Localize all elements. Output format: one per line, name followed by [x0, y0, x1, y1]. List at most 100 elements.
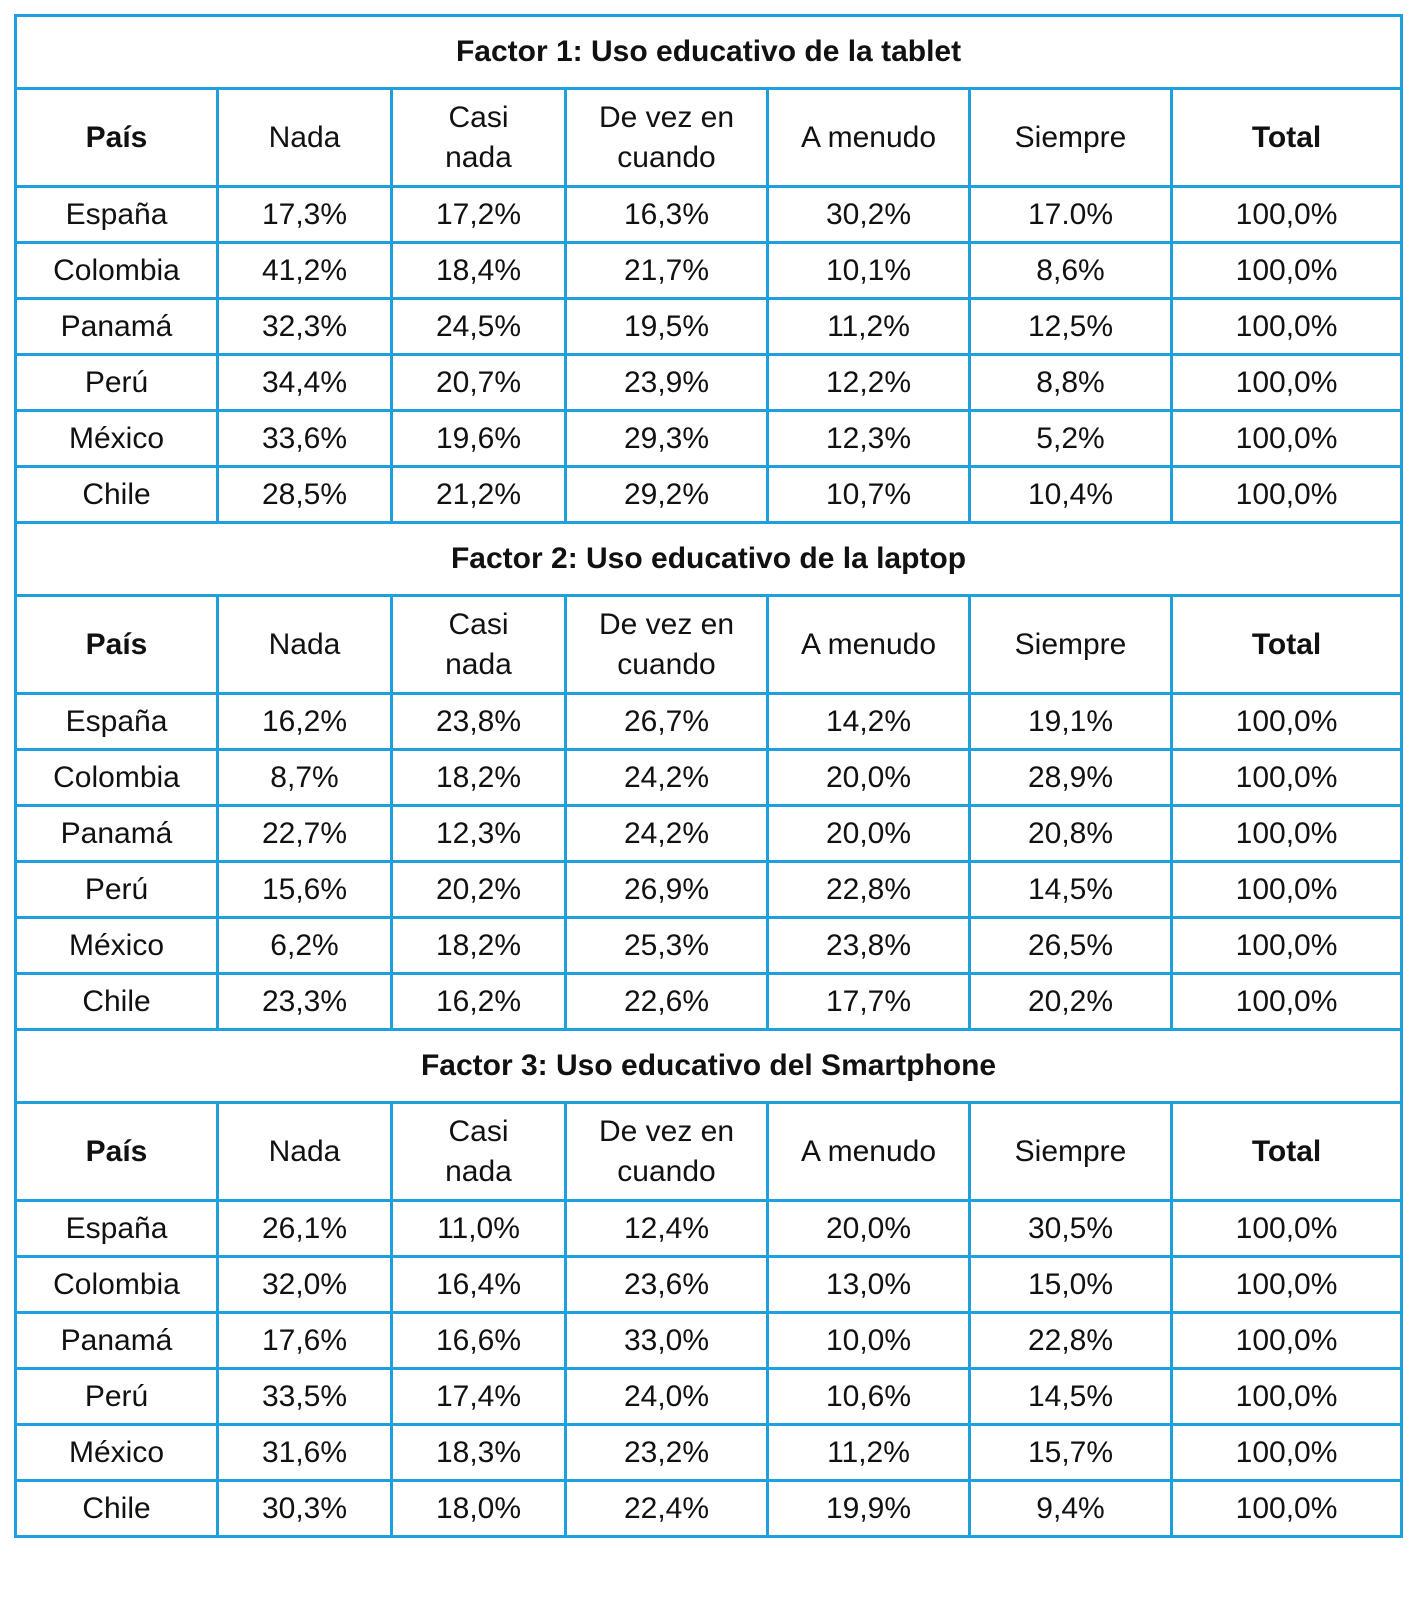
header-casi-nada-text: Casi nada — [445, 605, 512, 685]
cell-total: 100,0% — [1169, 748, 1404, 807]
cell-total: 100,0% — [1169, 972, 1404, 1031]
header-a-menudo: A menudo — [766, 594, 971, 695]
cell-casi-nada: 18,2% — [390, 916, 567, 975]
header-casi-nada: Casi nada — [390, 87, 567, 188]
factor-title-row: Factor 3: Uso educativo del Smartphone — [13, 1028, 1404, 1104]
cell-casi-nada: 18,0% — [390, 1479, 567, 1538]
cell-pais: México — [14, 1423, 219, 1482]
cell-de-vez-en-cuando: 22,4% — [564, 1479, 769, 1538]
cell-a-menudo: 30,2% — [766, 185, 971, 244]
cell-nada: 33,6% — [216, 409, 393, 468]
header-de-vez-en-cuando-line: cuando — [617, 647, 716, 681]
header-total: Total — [1169, 87, 1404, 188]
cell-a-menudo: 13,0% — [766, 1255, 971, 1314]
cell-pais: Perú — [14, 1367, 219, 1426]
cell-de-vez-en-cuando: 22,6% — [564, 972, 769, 1031]
cell-casi-nada: 20,2% — [390, 860, 567, 919]
cell-siempre: 30,5% — [968, 1199, 1173, 1258]
cell-nada: 8,7% — [216, 748, 393, 807]
cell-a-menudo: 12,3% — [766, 409, 971, 468]
cell-de-vez-en-cuando: 16,3% — [564, 185, 769, 244]
cell-total: 100,0% — [1169, 692, 1404, 751]
cell-total: 100,0% — [1169, 916, 1404, 975]
cell-de-vez-en-cuando: 23,2% — [564, 1423, 769, 1482]
cell-siempre: 12,5% — [968, 297, 1173, 356]
table-row: Panamá 22,7% 12,3% 24,2% 20,0% 20,8% 100,0% — [14, 804, 1404, 863]
cell-total: 100,0% — [1169, 1479, 1404, 1538]
cell-nada: 15,6% — [216, 860, 393, 919]
cell-pais: Panamá — [14, 297, 219, 356]
cell-a-menudo: 19,9% — [766, 1479, 971, 1538]
cell-a-menudo: 10,1% — [766, 241, 971, 300]
cell-a-menudo: 23,8% — [766, 916, 971, 975]
cell-nada: 6,2% — [216, 916, 393, 975]
header-de-vez-en-cuando-line: cuando — [617, 1154, 716, 1188]
header-de-vez-en-cuando: De vez en cuando — [564, 87, 769, 188]
cell-nada: 16,2% — [216, 692, 393, 751]
header-total: Total — [1169, 1101, 1404, 1202]
cell-a-menudo: 10,7% — [766, 465, 971, 524]
table-row: Perú 33,5% 17,4% 24,0% 10,6% 14,5% 100,0% — [14, 1367, 1404, 1426]
table-row: Chile 28,5% 21,2% 29,2% 10,7% 10,4% 100,0% — [14, 465, 1404, 524]
cell-total: 100,0% — [1169, 1367, 1404, 1426]
cell-de-vez-en-cuando: 29,2% — [564, 465, 769, 524]
header-casi-nada-text: Casi nada — [445, 98, 512, 178]
cell-pais: Chile — [14, 465, 219, 524]
cell-pais: Perú — [14, 860, 219, 919]
cell-pais: Panamá — [14, 804, 219, 863]
cell-siempre: 14,5% — [968, 860, 1173, 919]
cell-pais: España — [14, 185, 219, 244]
table-row: Colombia 41,2% 18,4% 21,7% 10,1% 8,6% 100,0% — [14, 241, 1404, 300]
cell-de-vez-en-cuando: 24,2% — [564, 804, 769, 863]
factor-title: Factor 3: Uso educativo del Smartphone — [13, 1028, 1404, 1104]
cell-siempre: 26,5% — [968, 916, 1173, 975]
cell-casi-nada: 23,8% — [390, 692, 567, 751]
cell-de-vez-en-cuando: 19,5% — [564, 297, 769, 356]
cell-pais: Colombia — [14, 748, 219, 807]
cell-a-menudo: 12,2% — [766, 353, 971, 412]
cell-pais: Panamá — [14, 1311, 219, 1370]
cell-a-menudo: 11,2% — [766, 1423, 971, 1482]
cell-casi-nada: 17,4% — [390, 1367, 567, 1426]
cell-nada: 22,7% — [216, 804, 393, 863]
cell-siempre: 28,9% — [968, 748, 1173, 807]
cell-pais: Colombia — [14, 1255, 219, 1314]
header-de-vez-en-cuando-line: De vez en — [598, 100, 735, 134]
cell-de-vez-en-cuando: 29,3% — [564, 409, 769, 468]
header-siempre: Siempre — [968, 87, 1173, 188]
header-nada: Nada — [216, 1101, 393, 1202]
cell-siempre: 5,2% — [968, 409, 1173, 468]
header-casi-nada-line: nada — [445, 647, 512, 681]
table-row: Panamá 32,3% 24,5% 19,5% 11,2% 12,5% 100,0% — [14, 297, 1404, 356]
header-de-vez-en-cuando: De vez en cuando — [564, 1101, 769, 1202]
header-pais: País — [14, 594, 219, 695]
cell-a-menudo: 20,0% — [766, 804, 971, 863]
cell-de-vez-en-cuando: 26,9% — [564, 860, 769, 919]
cell-de-vez-en-cuando: 26,7% — [564, 692, 769, 751]
header-de-vez-en-cuando-text: De vez en cuando — [599, 98, 734, 178]
cell-casi-nada: 12,3% — [390, 804, 567, 863]
header-de-vez-en-cuando-line: De vez en — [598, 607, 735, 641]
cell-nada: 30,3% — [216, 1479, 393, 1538]
table-row: México 6,2% 18,2% 25,3% 23,8% 26,5% 100,0% — [14, 916, 1404, 975]
cell-pais: Chile — [14, 1479, 219, 1538]
table-row: México 31,6% 18,3% 23,2% 11,2% 15,7% 100,0% — [14, 1423, 1404, 1482]
header-casi-nada-line: nada — [445, 140, 512, 174]
header-a-menudo: A menudo — [766, 87, 971, 188]
cell-nada: 28,5% — [216, 465, 393, 524]
table-row: España 26,1% 11,0% 12,4% 20,0% 30,5% 100,0% — [14, 1199, 1404, 1258]
header-casi-nada-line: Casi — [448, 607, 509, 641]
cell-de-vez-en-cuando: 12,4% — [564, 1199, 769, 1258]
cell-casi-nada: 19,6% — [390, 409, 567, 468]
cell-siempre: 15,0% — [968, 1255, 1173, 1314]
cell-de-vez-en-cuando: 24,2% — [564, 748, 769, 807]
usage-table: Factor 1: Uso educativo de la tablet País… — [13, 14, 1404, 1538]
cell-pais: México — [14, 409, 219, 468]
factor-title: Factor 1: Uso educativo de la tablet — [13, 14, 1404, 90]
cell-siempre: 8,6% — [968, 241, 1173, 300]
header-a-menudo: A menudo — [766, 1101, 971, 1202]
cell-siempre: 8,8% — [968, 353, 1173, 412]
factor-title-row: Factor 1: Uso educativo de la tablet — [13, 14, 1404, 90]
cell-de-vez-en-cuando: 24,0% — [564, 1367, 769, 1426]
cell-casi-nada: 16,4% — [390, 1255, 567, 1314]
